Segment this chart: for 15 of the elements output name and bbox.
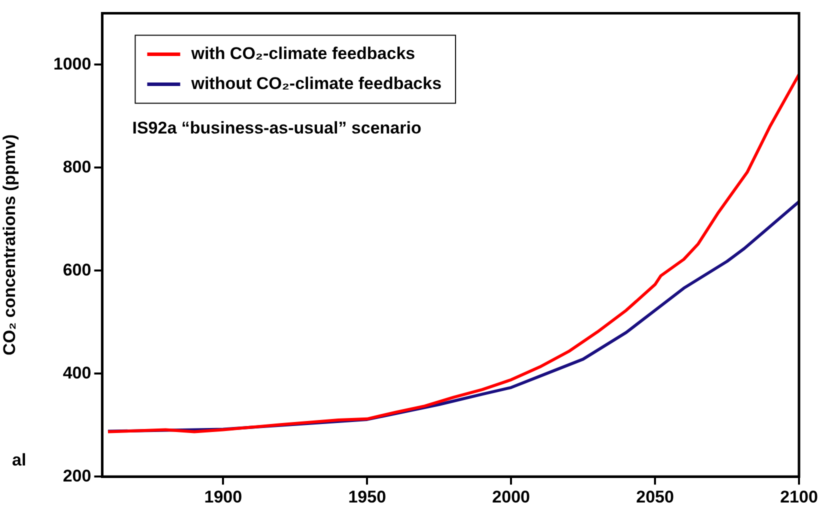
text: al: [12, 450, 26, 470]
x-tick-label: 1900: [204, 487, 242, 506]
x-tick-label: 2050: [636, 487, 674, 506]
y-tick-label: 800: [62, 157, 92, 176]
annotation: IS92a “business-as-usual” scenario: [132, 118, 422, 138]
y-axis-title: CO₂ concentrations (ppmv): [0, 134, 19, 356]
y-tick-label: 200: [62, 466, 92, 486]
legend-label: without CO₂-climate feedbacks: [190, 74, 442, 93]
x-tick-label: 2000: [492, 487, 530, 506]
x-tick-label: 2100: [780, 487, 818, 506]
y-tick-label: 600: [62, 260, 92, 280]
y-tick-label: 1000: [53, 54, 92, 74]
legend-label: with CO₂-climate feedbacks: [190, 44, 416, 63]
y-tick-label: 400: [62, 363, 92, 382]
x-tick-label: 1950: [348, 487, 386, 506]
